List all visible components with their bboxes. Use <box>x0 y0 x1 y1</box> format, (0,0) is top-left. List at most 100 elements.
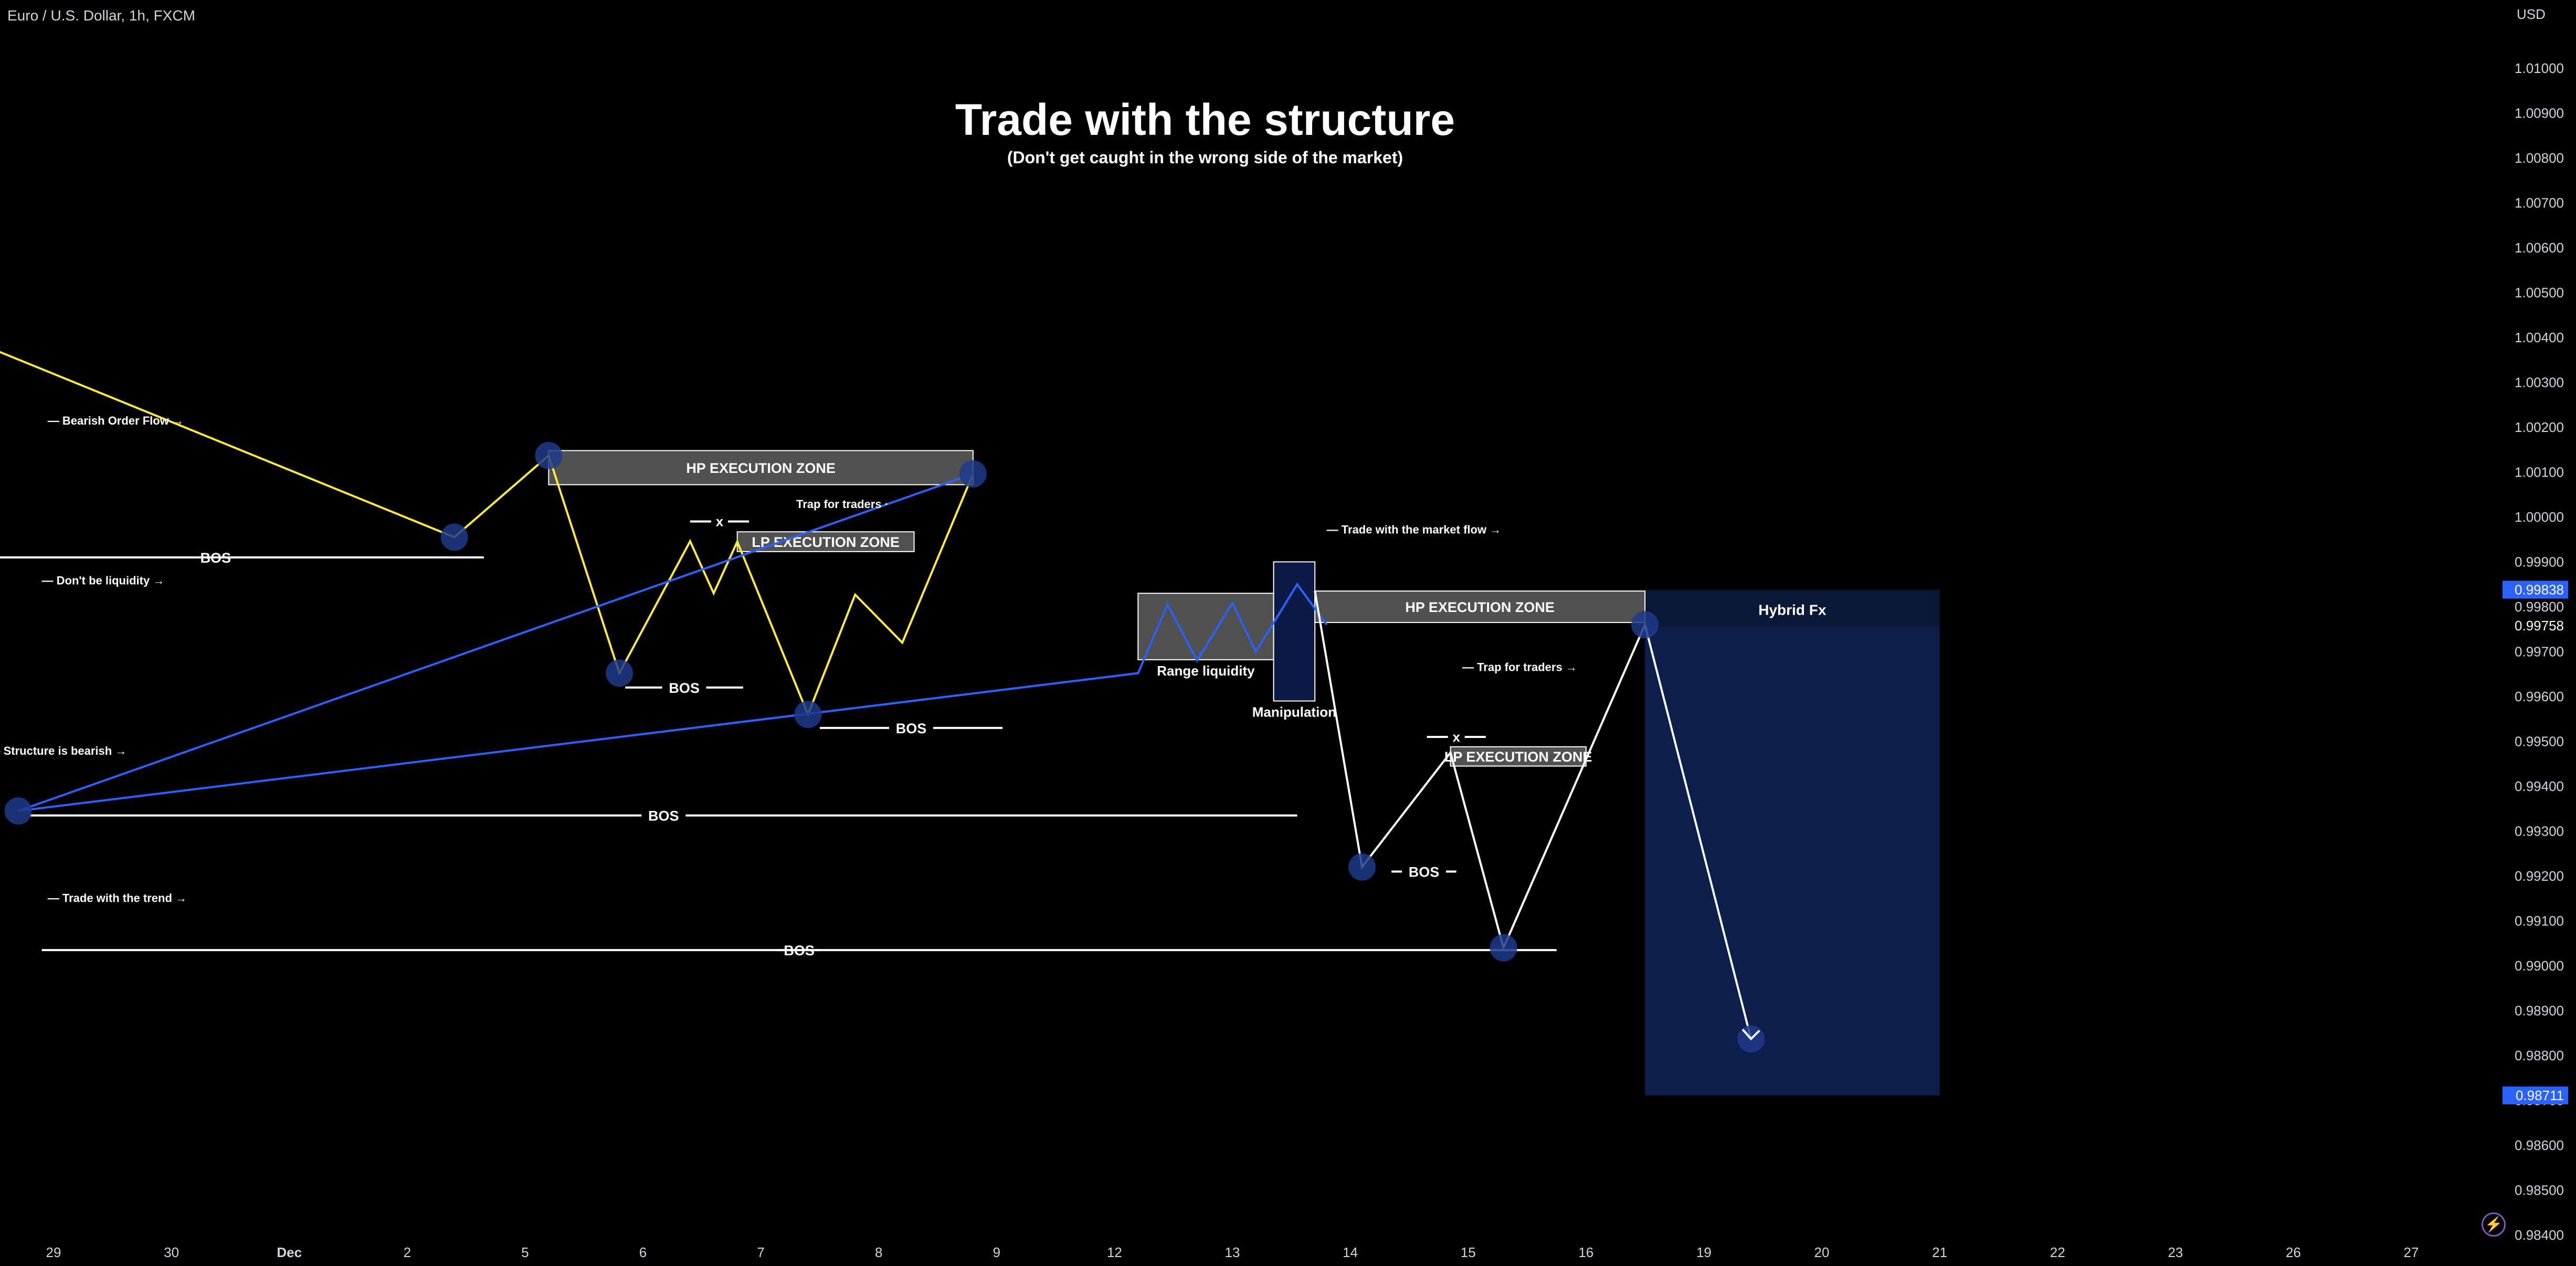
y-tick-13: 0.99700 <box>2515 644 2564 660</box>
zone-label-3: Manipulation <box>1252 704 1336 720</box>
annotation-5: — Trade with the trend → <box>48 892 187 905</box>
price-tag-bg-0 <box>2503 581 2568 599</box>
y-tick-10: 1.00000 <box>2515 509 2564 525</box>
y-tick-26: 0.98400 <box>2515 1227 2564 1243</box>
x-tick-6: 7 <box>757 1244 764 1260</box>
bos-label-1: BOS <box>669 680 700 696</box>
x-label-1: x <box>1453 729 1461 745</box>
x-tick-7: 8 <box>875 1244 882 1260</box>
symbol-title[interactable]: Euro / U.S. Dollar, 1h, FXCM <box>7 7 195 24</box>
arrow-head <box>1741 1029 1760 1041</box>
currency-label[interactable]: USD <box>2517 6 2546 22</box>
y-tick-3: 1.00700 <box>2515 195 2564 211</box>
x-tick-0: 29 <box>46 1244 61 1260</box>
series-line-2 <box>1314 590 1752 1039</box>
x-tick-8: 9 <box>993 1244 1000 1260</box>
annotation-3: — Don't be liquidity → <box>42 574 165 587</box>
y-tick-12: 0.99800 <box>2515 599 2564 615</box>
swing-point-4 <box>794 701 822 729</box>
y-tick-9: 1.00100 <box>2515 465 2564 480</box>
x-tick-5: 6 <box>639 1244 647 1260</box>
y-tick-7: 1.00300 <box>2515 375 2564 391</box>
price-tag-2: 0.98711 <box>2516 1088 2564 1103</box>
swing-point-8 <box>1490 934 1517 962</box>
bos-label-4: BOS <box>1409 864 1440 880</box>
x-tick-10: 13 <box>1225 1244 1240 1260</box>
chart-subtitle: (Don't get caught in the wrong side of t… <box>1007 148 1403 167</box>
bos-label-0: BOS <box>200 550 231 566</box>
x-tick-9: 12 <box>1107 1244 1122 1260</box>
y-tick-15: 0.99500 <box>2515 734 2564 750</box>
y-tick-18: 0.99200 <box>2515 868 2564 884</box>
zone-label-4: HP EXECUTION ZONE <box>1405 599 1555 615</box>
x-tick-13: 16 <box>1578 1244 1593 1260</box>
x-tick-19: 26 <box>2286 1244 2301 1260</box>
y-tick-17: 0.99300 <box>2515 824 2564 839</box>
zone-box-4 <box>1314 590 1646 623</box>
x-tick-20: 27 <box>2404 1244 2419 1260</box>
bos-label-3: BOS <box>648 808 679 824</box>
annotation-4: — Trade with the market flow → <box>1327 523 1502 536</box>
lightning-icon[interactable]: ⚡ <box>2482 1212 2506 1237</box>
annotation-0: — Bearish Order Flow → <box>48 414 184 427</box>
y-tick-0: 1.01000 <box>2515 60 2564 76</box>
y-tick-5: 1.00500 <box>2515 285 2564 301</box>
swing-point-6 <box>4 797 32 825</box>
y-tick-22: 0.98800 <box>2515 1048 2564 1063</box>
annotation-6: — Trap for traders → <box>1462 660 1577 673</box>
swing-point-2 <box>535 441 563 469</box>
projection-header <box>1645 589 1940 627</box>
y-tick-1: 1.00900 <box>2515 106 2564 121</box>
swing-point-1 <box>440 523 468 551</box>
zone-box-1 <box>736 531 915 552</box>
x-tick-11: 14 <box>1343 1244 1358 1260</box>
zone-box-5 <box>1450 746 1587 767</box>
y-tick-20: 0.99000 <box>2515 958 2564 974</box>
x-tick-4: 5 <box>521 1244 529 1260</box>
price-tag-1: 0.99758 <box>2515 618 2564 634</box>
x-tick-3: 2 <box>404 1244 411 1260</box>
bos-label-5: BOS <box>784 943 815 958</box>
y-tick-2: 1.00800 <box>2515 150 2564 166</box>
chart-title: Trade with the structure <box>955 95 1455 144</box>
annotation-1: Trap for traders · <box>796 498 889 511</box>
x-tick-15: 20 <box>1814 1244 1830 1260</box>
x-tick-16: 21 <box>1932 1244 1947 1260</box>
zone-label-0: HP EXECUTION ZONE <box>686 460 836 476</box>
y-tick-24: 0.98600 <box>2515 1137 2564 1153</box>
series-line-0 <box>0 351 974 718</box>
x-tick-14: 19 <box>1696 1244 1712 1260</box>
annotation-2: — Structure is bearish → <box>0 744 126 757</box>
y-tick-21: 0.98900 <box>2515 1003 2564 1019</box>
y-tick-6: 1.00400 <box>2515 330 2564 345</box>
y-tick-16: 0.99400 <box>2515 778 2564 794</box>
zone-box-3 <box>1273 561 1316 702</box>
x-label-0: x <box>716 514 724 530</box>
zone-label-5: LP EXECUTION ZONE <box>1444 749 1592 765</box>
x-tick-12: 15 <box>1461 1244 1476 1260</box>
price-tag-bg-1 <box>2503 616 2568 635</box>
swing-point-3 <box>606 659 634 687</box>
y-tick-19: 0.99100 <box>2515 913 2564 929</box>
x-tick-2: Dec <box>277 1244 302 1260</box>
swing-point-7 <box>1348 853 1376 881</box>
y-tick-11: 0.99900 <box>2515 554 2564 570</box>
projection-box <box>1645 589 1940 1096</box>
swing-point-9 <box>1631 611 1659 639</box>
projection-label: Hybrid Fx <box>1758 602 1827 618</box>
y-tick-25: 0.98500 <box>2515 1183 2564 1198</box>
zone-label-1: LP EXECUTION ZONE <box>752 534 900 550</box>
price-tag-0: 0.99838 <box>2515 582 2564 598</box>
price-tag-bg-2 <box>2503 1086 2568 1105</box>
y-tick-14: 0.99600 <box>2515 689 2564 704</box>
swing-point-5 <box>959 460 987 488</box>
y-tick-4: 1.00600 <box>2515 240 2564 256</box>
x-tick-18: 23 <box>2168 1244 2183 1260</box>
x-tick-1: 30 <box>164 1244 179 1260</box>
zone-label-2: Range liquidity <box>1157 663 1255 679</box>
x-tick-17: 22 <box>2050 1244 2065 1260</box>
y-tick-8: 1.00200 <box>2515 419 2564 435</box>
zone-box-2 <box>1137 593 1274 660</box>
bos-label-2: BOS <box>896 721 927 736</box>
